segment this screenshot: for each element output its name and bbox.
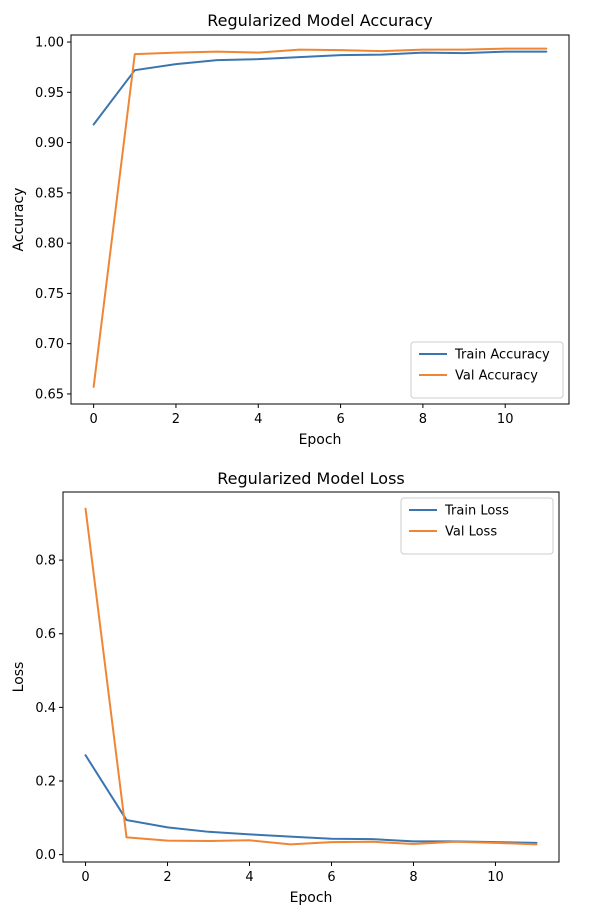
loss-y-tick-label: 0.0 xyxy=(35,848,56,863)
loss-x-tick-label: 10 xyxy=(487,870,504,885)
loss-legend-label: Train Loss xyxy=(444,504,509,519)
accuracy-x-tick-label: 6 xyxy=(336,412,344,427)
accuracy-series-line-val xyxy=(92,47,548,388)
loss-x-tick-label: 8 xyxy=(409,870,417,885)
loss-y-tick-label: 0.4 xyxy=(35,701,56,716)
accuracy-chart-title: Regularized Model Accuracy xyxy=(207,11,432,30)
accuracy-legend-box xyxy=(410,341,564,399)
loss-x-tick-label: 6 xyxy=(327,870,335,885)
loss-y-tick-label: 0.6 xyxy=(35,627,56,642)
accuracy-x-tick-label: 8 xyxy=(419,412,427,427)
accuracy-y-tick-label: 0.95 xyxy=(35,86,64,101)
accuracy-x-axis-label: Epoch xyxy=(299,432,342,448)
loss-chart-title: Regularized Model Loss xyxy=(217,469,405,488)
accuracy-legend-label: Train Accuracy xyxy=(454,348,550,363)
accuracy-y-tick-label: 0.80 xyxy=(35,237,64,252)
accuracy-legend-label: Val Accuracy xyxy=(455,369,538,384)
loss-legend-label: Val Loss xyxy=(445,525,497,540)
accuracy-x-tick-label: 2 xyxy=(172,412,180,427)
accuracy-y-tick-label: 0.90 xyxy=(35,136,64,151)
accuracy-y-tick-label: 0.65 xyxy=(35,387,64,402)
loss-plot-frame xyxy=(62,491,560,863)
accuracy-y-axis-label: Accuracy xyxy=(11,188,27,252)
accuracy-x-tick-label: 10 xyxy=(497,412,514,427)
accuracy-legend: Train Accuracy Val Accuracy xyxy=(410,341,564,399)
loss-legend-box xyxy=(400,497,554,555)
accuracy-series-line-train xyxy=(92,50,548,126)
accuracy-x-tick-label: 4 xyxy=(254,412,262,427)
loss-series-line-train xyxy=(84,754,538,844)
loss-y-tick-label: 0.8 xyxy=(35,554,56,569)
accuracy-plot-frame xyxy=(70,34,570,405)
loss-x-tick-label: 0 xyxy=(81,870,89,885)
loss-chart: Regularized Model Loss Epoch Loss 0 2 4 6 8 1… xyxy=(11,469,560,906)
accuracy-y-tick-label: 0.70 xyxy=(35,337,64,352)
accuracy-chart: Regularized Model Accuracy Epoch Accurac… xyxy=(11,11,570,448)
loss-legend: Train Loss Val Loss xyxy=(400,497,554,555)
loss-x-tick-label: 2 xyxy=(163,870,171,885)
loss-series-line-val xyxy=(84,507,538,846)
accuracy-y-tick-label: 0.75 xyxy=(35,287,64,302)
loss-x-axis-label: Epoch xyxy=(290,890,333,906)
loss-y-tick-label: 0.2 xyxy=(35,775,56,790)
loss-x-tick-label: 4 xyxy=(245,870,253,885)
accuracy-y-tick-label: 0.85 xyxy=(35,186,64,201)
loss-y-axis-label: Loss xyxy=(11,662,27,693)
accuracy-y-tick-label: 1.00 xyxy=(35,36,64,51)
accuracy-x-tick-label: 0 xyxy=(89,412,97,427)
